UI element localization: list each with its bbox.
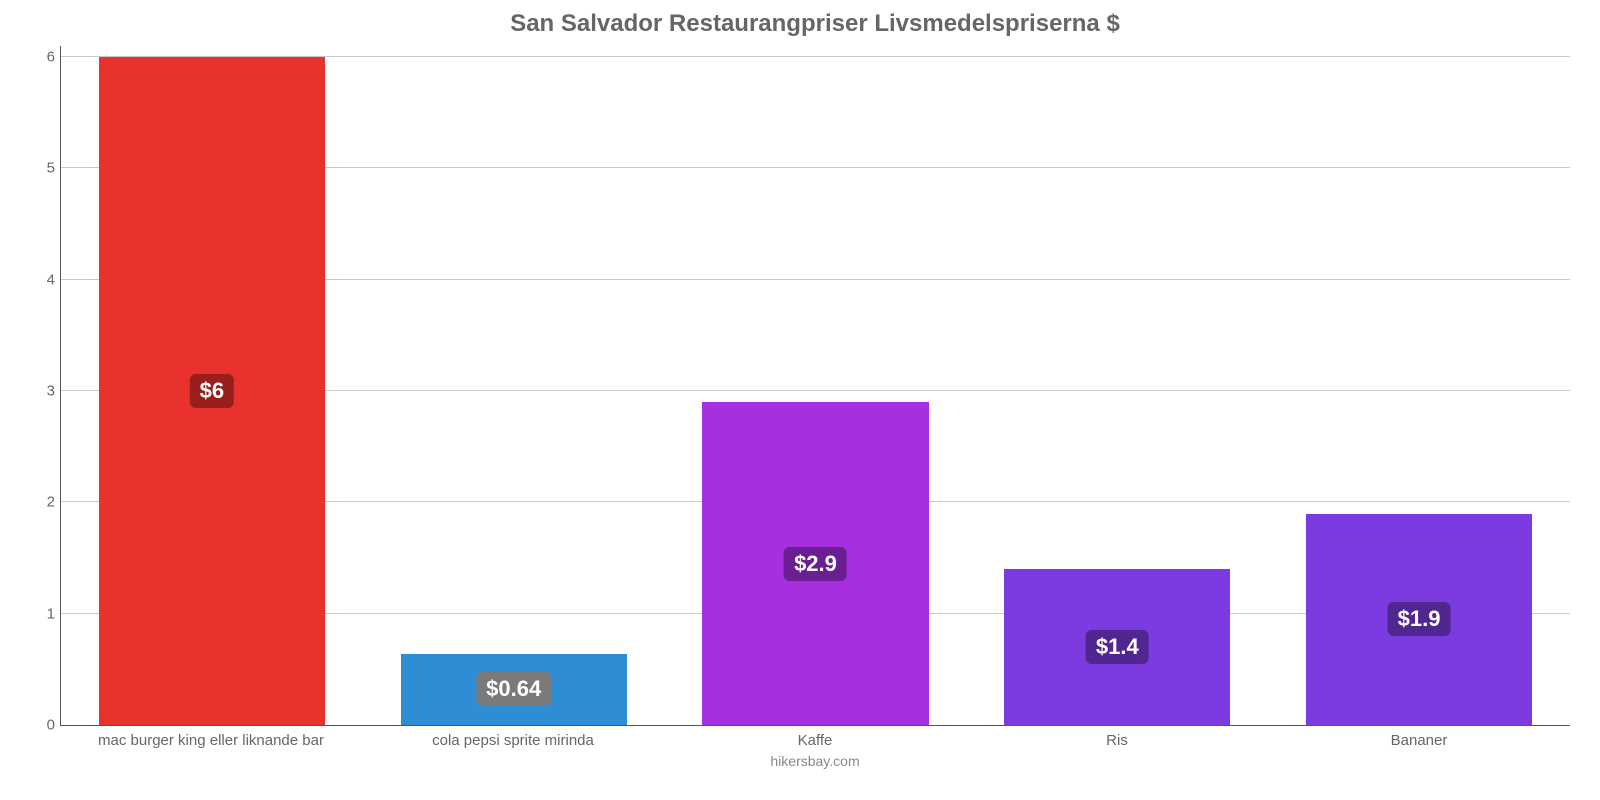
- bar: $6: [99, 57, 325, 725]
- value-badge: $2.9: [784, 547, 847, 581]
- bar: $2.9: [702, 402, 928, 725]
- price-bar-chart: San Salvador Restaurangpriser Livsmedels…: [0, 0, 1600, 800]
- chart-title: San Salvador Restaurangpriser Livsmedels…: [60, 10, 1570, 38]
- bar-slot: $6: [61, 46, 363, 725]
- value-badge: $0.64: [476, 672, 551, 706]
- plot-area: 0123456 $6$0.64$2.9$1.4$1.9: [60, 46, 1570, 726]
- bar-slot: $0.64: [363, 46, 665, 725]
- bar-slot: $2.9: [665, 46, 967, 725]
- y-tick-label: 5: [31, 160, 55, 177]
- bar-slot: $1.4: [966, 46, 1268, 725]
- x-axis-labels: mac burger king eller liknande barcola p…: [60, 732, 1570, 749]
- y-tick-label: 6: [31, 49, 55, 66]
- y-tick-label: 3: [31, 383, 55, 400]
- y-tick-label: 1: [31, 605, 55, 622]
- y-tick-label: 4: [31, 271, 55, 288]
- x-axis-label: cola pepsi sprite mirinda: [362, 732, 664, 749]
- bar: $1.4: [1004, 569, 1230, 725]
- x-axis-label: mac burger king eller liknande bar: [60, 732, 362, 749]
- value-badge: $1.4: [1086, 630, 1149, 664]
- bars-row: $6 $0.64 $2.9 $1.4 $1.9: [61, 46, 1570, 725]
- value-badge: $1.9: [1388, 602, 1451, 636]
- bar: $1.9: [1306, 514, 1532, 725]
- bar-slot: $1.9: [1268, 46, 1570, 725]
- footer-credit: hikersbay.com: [60, 753, 1570, 769]
- value-badge: $6: [190, 374, 234, 408]
- y-tick-label: 0: [31, 717, 55, 734]
- x-axis-label: Kaffe: [664, 732, 966, 749]
- bar: $0.64: [401, 654, 627, 725]
- y-tick-label: 2: [31, 494, 55, 511]
- x-axis-label: Ris: [966, 732, 1268, 749]
- x-axis-label: Bananer: [1268, 732, 1570, 749]
